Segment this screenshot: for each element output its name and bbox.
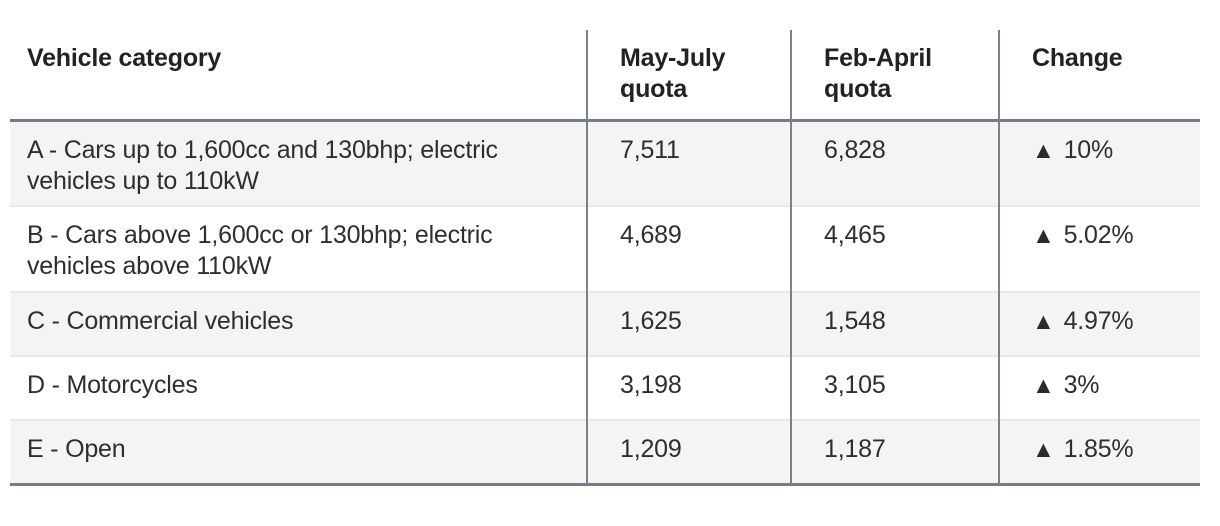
increase-arrow-icon: ▲ <box>1032 136 1055 163</box>
may-july-quota-cell: 1,209 <box>586 419 791 484</box>
table-row-category-a: A - Cars up to 1,600cc and 130bhp; elect… <box>10 120 1200 206</box>
may-july-quota-cell: 1,625 <box>586 291 791 356</box>
increase-arrow-icon: ▲ <box>1032 436 1055 462</box>
change-value: 3% <box>1063 371 1100 399</box>
table-row-category-d: D - Motorcycles 3,198 3,105 ▲ 3% <box>10 355 1200 420</box>
increase-arrow-icon: ▲ <box>1032 222 1055 248</box>
may-july-quota-cell: 3,198 <box>586 355 791 420</box>
category-cell: E - Open <box>10 419 587 484</box>
change-value: 10% <box>1063 135 1114 164</box>
change-value: 1.85% <box>1063 435 1134 463</box>
may-july-quota-cell: 4,689 <box>586 205 791 292</box>
change-cell: ▲ 1.85% <box>998 419 1200 484</box>
feb-april-quota-cell: 3,105 <box>790 355 999 420</box>
table-row-category-e: E - Open 1,209 1,187 ▲ 1.85% <box>10 419 1200 484</box>
change-value: 4.97% <box>1063 307 1134 335</box>
change-cell: ▲ 4.97% <box>998 291 1200 356</box>
table-header: Vehicle category May-July quota Feb-Apri… <box>10 30 1200 122</box>
category-cell: B - Cars above 1,600cc or 130bhp; electr… <box>10 205 587 292</box>
header-cell-feb-april-quota: Feb-April quota <box>790 30 999 122</box>
header-cell-vehicle-category: Vehicle category <box>10 30 587 122</box>
feb-april-quota-cell: 6,828 <box>790 120 999 206</box>
vehicle-quota-table: Vehicle category May-July quota Feb-Apri… <box>10 30 1200 486</box>
category-cell: D - Motorcycles <box>10 355 587 420</box>
increase-arrow-icon: ▲ <box>1032 372 1055 398</box>
change-value: 5.02% <box>1063 221 1134 249</box>
header-row: Vehicle category May-July quota Feb-Apri… <box>10 30 1200 122</box>
feb-april-quota-cell: 4,465 <box>790 205 999 292</box>
header-cell-may-july-quota: May-July quota <box>586 30 791 122</box>
table-row-category-c: C - Commercial vehicles 1,625 1,548 ▲ 4.9… <box>10 291 1200 356</box>
increase-arrow-icon: ▲ <box>1032 308 1055 334</box>
change-cell: ▲ 10% <box>998 120 1200 206</box>
table-body: A - Cars up to 1,600cc and 130bhp; elect… <box>10 120 1200 484</box>
feb-april-quota-cell: 1,187 <box>790 419 999 484</box>
feb-april-quota-cell: 1,548 <box>790 291 999 356</box>
change-cell: ▲ 3% <box>998 355 1200 420</box>
may-july-quota-cell: 7,511 <box>586 120 791 206</box>
header-cell-change: Change <box>998 30 1200 122</box>
category-cell: C - Commercial vehicles <box>10 291 587 356</box>
category-cell: A - Cars up to 1,600cc and 130bhp; elect… <box>27 135 498 195</box>
change-cell: ▲ 5.02% <box>998 205 1200 292</box>
table-row-category-b: B - Cars above 1,600cc or 130bhp; electr… <box>10 205 1200 292</box>
